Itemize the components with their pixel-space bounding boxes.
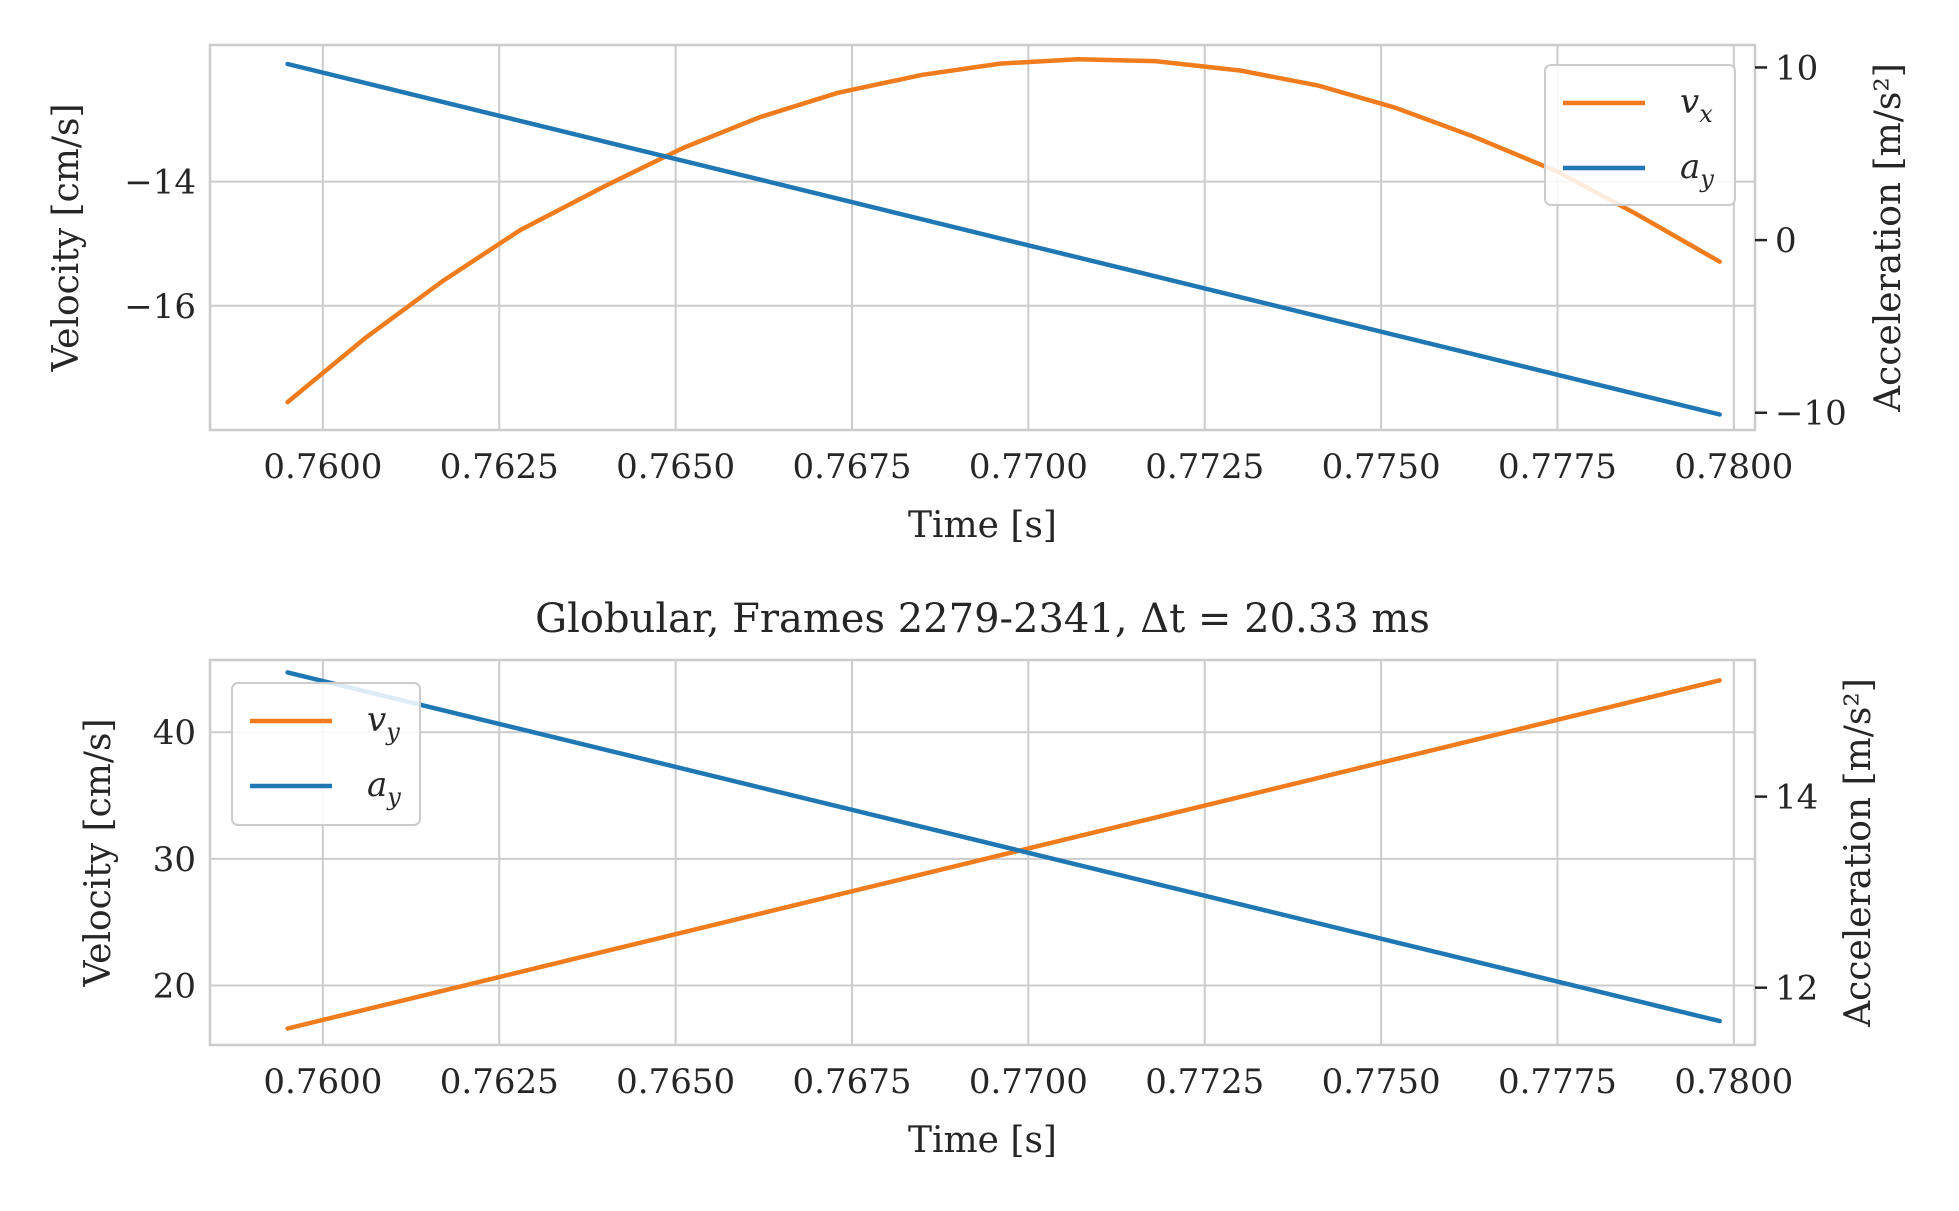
plot-frame bbox=[208, 43, 1757, 432]
x-tick-label: 0.7775 bbox=[1498, 447, 1617, 487]
x-axis-label: Time [s] bbox=[908, 1120, 1057, 1161]
y-tick-label: −16 bbox=[124, 287, 196, 327]
right-y-axis-label: Acceleration [m/s²] bbox=[1838, 678, 1879, 1028]
y-tick-label: 30 bbox=[153, 840, 196, 880]
series-line-a-y bbox=[285, 670, 1722, 1024]
legend: vy ay bbox=[231, 682, 421, 826]
plot-frame bbox=[208, 658, 1757, 1047]
x-tick-label: 0.7625 bbox=[440, 1062, 559, 1102]
x-tick-label: 0.7775 bbox=[1498, 1062, 1617, 1102]
y-tick-label: 20 bbox=[153, 966, 196, 1006]
x-tick-label: 0.7800 bbox=[1674, 1062, 1793, 1102]
y-axis-label: Velocity [cm/s] bbox=[46, 103, 87, 372]
x-tick-label: 0.7725 bbox=[1145, 447, 1264, 487]
legend-label: ay bbox=[1680, 147, 1714, 193]
x-tick-label: 0.7750 bbox=[1322, 447, 1441, 487]
right-y-tick-label: −10 bbox=[1775, 394, 1847, 434]
chart-panel-2: 0.7600 0.7625 0.7650 0.7675 0.7700 0.7725 0.77… bbox=[78, 596, 1879, 1161]
right-y-tick-label: 10 bbox=[1775, 48, 1818, 88]
legend-box bbox=[231, 682, 421, 826]
x-tick-label: 0.7600 bbox=[263, 1062, 382, 1102]
y-tick-label: −14 bbox=[124, 163, 196, 203]
x-tick-label: 0.7600 bbox=[263, 447, 382, 487]
x-tick-label: 0.7700 bbox=[969, 1062, 1088, 1102]
series-line-a-y bbox=[285, 61, 1722, 417]
x-tick-label: 0.7725 bbox=[1145, 1062, 1264, 1102]
x-tick-label: 0.7750 bbox=[1322, 1062, 1441, 1102]
right-y-tick-label: 14 bbox=[1775, 778, 1818, 818]
x-tick-label: 0.7675 bbox=[793, 1062, 912, 1102]
legend: vx ay bbox=[1544, 64, 1736, 206]
x-tick-label: 0.7650 bbox=[616, 447, 735, 487]
legend-label: vy bbox=[367, 700, 400, 746]
legend-label: vx bbox=[1680, 82, 1713, 128]
right-y-tick-label: 0 bbox=[1775, 221, 1797, 261]
right-y-axis-label: Acceleration [m/s²] bbox=[1868, 63, 1909, 413]
x-axis-label: Time [s] bbox=[908, 505, 1057, 546]
legend-label: ay bbox=[367, 765, 401, 811]
x-tick-label: 0.7650 bbox=[616, 1062, 735, 1102]
series-line-v-x bbox=[285, 57, 1722, 405]
x-tick-label: 0.7700 bbox=[969, 447, 1088, 487]
right-y-tick-label: 12 bbox=[1775, 969, 1818, 1009]
series-line-v-y bbox=[285, 678, 1722, 1031]
y-axis-label: Velocity [cm/s] bbox=[78, 718, 119, 987]
y-tick-label: 40 bbox=[153, 713, 196, 753]
x-tick-label: 0.7625 bbox=[440, 447, 559, 487]
chart-title: Globular, Frames 2279-2341, Δt = 20.33 m… bbox=[535, 596, 1430, 642]
chart-panel-1: 0.7600 0.7625 0.7650 0.7675 0.7700 0.7725 0.77… bbox=[46, 43, 1909, 546]
x-tick-label: 0.7675 bbox=[793, 447, 912, 487]
x-tick-label: 0.7800 bbox=[1674, 447, 1793, 487]
